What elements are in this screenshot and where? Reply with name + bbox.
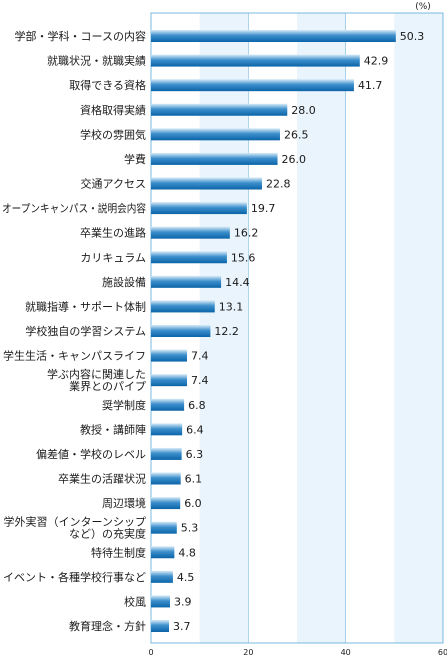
bar bbox=[151, 79, 354, 92]
bar bbox=[151, 570, 173, 583]
category-label: 偏差値・学校のレベル bbox=[36, 447, 146, 461]
category-label: 学外実習（インターンシップなど）の充実度 bbox=[4, 515, 146, 541]
bar bbox=[151, 374, 188, 387]
value-label: 6.1 bbox=[185, 473, 203, 486]
value-label: 26.5 bbox=[284, 128, 309, 141]
value-label: 4.5 bbox=[177, 571, 195, 584]
bar bbox=[151, 497, 181, 510]
category-label: 就職状況・就職実績 bbox=[47, 54, 146, 68]
category-label: 学校の雰囲気 bbox=[80, 127, 146, 141]
bar bbox=[151, 546, 175, 559]
category-label: オープンキャンパス・説明会内容 bbox=[2, 201, 146, 215]
bar bbox=[151, 177, 262, 190]
category-label: 施設設備 bbox=[102, 275, 146, 289]
value-label: 7.4 bbox=[191, 350, 209, 363]
background-bands bbox=[199, 13, 443, 643]
bar bbox=[151, 398, 185, 411]
gridlines bbox=[248, 13, 346, 643]
category-label: 学ぶ内容に関連した業界とのパイプ bbox=[47, 367, 146, 393]
value-label: 6.0 bbox=[184, 497, 202, 510]
value-label: 12.2 bbox=[214, 325, 239, 338]
value-label: 41.7 bbox=[358, 79, 383, 92]
value-label: 3.9 bbox=[174, 595, 192, 608]
x-tick-label: 60 bbox=[438, 648, 447, 657]
x-tick-label: 20 bbox=[243, 648, 253, 657]
bar bbox=[151, 447, 182, 460]
value-label: 7.4 bbox=[191, 374, 209, 387]
value-label: 3.7 bbox=[173, 620, 191, 633]
category-label: カリキュラム bbox=[80, 251, 146, 264]
value-label: 6.8 bbox=[188, 399, 206, 412]
bar bbox=[151, 226, 230, 239]
category-label: 学部・学科・コースの内容 bbox=[15, 29, 146, 43]
value-label: 5.3 bbox=[181, 522, 199, 535]
category-label: 学費 bbox=[124, 152, 146, 166]
value-label: 50.3 bbox=[400, 30, 425, 43]
category-label: 奨学制度 bbox=[102, 398, 146, 412]
bar bbox=[151, 128, 280, 141]
bar bbox=[151, 103, 288, 116]
category-label: イベント・各種学校行事など bbox=[3, 570, 146, 584]
value-label: 14.4 bbox=[225, 276, 250, 289]
bar bbox=[151, 620, 170, 632]
category-label: 学校独自の学習システム bbox=[25, 324, 146, 338]
category-label: 交通アクセス bbox=[81, 177, 146, 191]
bar bbox=[151, 251, 227, 264]
bar bbox=[151, 325, 211, 337]
bar bbox=[151, 423, 183, 436]
value-label: 19.7 bbox=[251, 202, 276, 215]
bar bbox=[151, 472, 181, 485]
category-label: 資格取得実績 bbox=[80, 103, 146, 117]
value-label: 15.6 bbox=[231, 251, 256, 264]
category-label: 特待生制度 bbox=[91, 545, 146, 559]
x-tick-label: 40 bbox=[341, 648, 351, 657]
category-label: 卒業生の活躍状況 bbox=[58, 472, 146, 486]
background-band bbox=[394, 13, 443, 643]
bar bbox=[151, 349, 188, 362]
x-axis-ticks: 0 20 40 60 bbox=[148, 648, 447, 657]
bar bbox=[151, 275, 222, 288]
category-label: 教授・講師陣 bbox=[80, 422, 146, 436]
value-label: 26.0 bbox=[282, 153, 307, 166]
x-tick-label: 0 bbox=[148, 648, 153, 657]
category-label: 校風 bbox=[124, 594, 146, 608]
category-labels: 学部・学科・コースの内容就職状況・就職実績取得できる資格資格取得実績学校の雰囲気… bbox=[2, 29, 146, 633]
bar bbox=[151, 54, 360, 67]
background-band bbox=[297, 13, 346, 643]
value-label: 22.8 bbox=[266, 178, 291, 191]
value-label: 28.0 bbox=[291, 104, 316, 117]
category-label: 周辺環境 bbox=[102, 496, 146, 510]
value-label: 16.2 bbox=[234, 227, 259, 240]
value-labels: 50.3 42.9 41.7 28.0 26.5 26.0 22.8 19.7 16.2 15.6… bbox=[173, 30, 424, 633]
value-label: 6.4 bbox=[186, 423, 204, 436]
unit-label: (%) bbox=[415, 2, 431, 12]
value-label: 4.8 bbox=[178, 546, 196, 559]
value-label: 6.3 bbox=[186, 448, 204, 461]
bars bbox=[151, 30, 396, 632]
category-label: 就職指導・サポート体制 bbox=[25, 299, 146, 313]
category-label: 教育理念・方針 bbox=[69, 619, 146, 633]
bar bbox=[151, 152, 278, 165]
category-label: 取得できる資格 bbox=[69, 78, 146, 92]
bar bbox=[151, 521, 177, 534]
bar bbox=[151, 202, 247, 215]
bar bbox=[151, 300, 215, 313]
bar bbox=[151, 595, 170, 608]
bar bbox=[151, 30, 396, 42]
category-label: 学生生活・キャンパスライフ bbox=[3, 349, 146, 363]
value-label: 13.1 bbox=[219, 300, 244, 313]
category-label: 卒業生の進路 bbox=[80, 226, 146, 240]
value-label: 42.9 bbox=[364, 55, 389, 68]
